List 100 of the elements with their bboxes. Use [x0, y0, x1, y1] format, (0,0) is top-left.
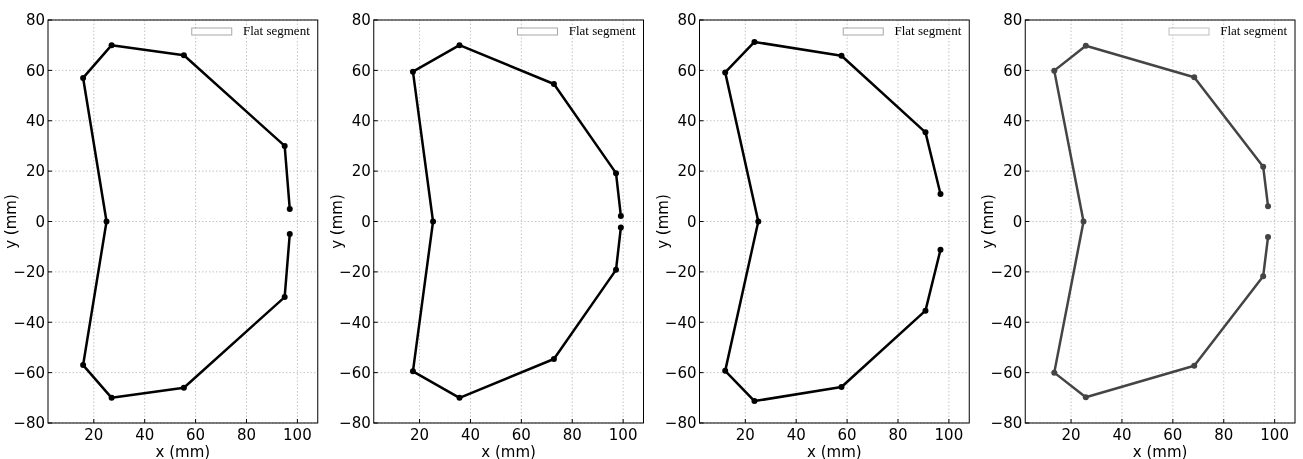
- point: [751, 398, 758, 405]
- x-tick-label: 100: [608, 426, 638, 444]
- point: [1265, 234, 1272, 241]
- x-axis-title: x (mm): [1132, 443, 1188, 459]
- point: [1051, 67, 1058, 74]
- point: [722, 367, 729, 374]
- x-tick-label: 40: [135, 426, 155, 444]
- y-tick-label: −80: [339, 414, 371, 433]
- point: [617, 212, 624, 219]
- x-tick-label: 40: [1112, 426, 1132, 444]
- y-tick-label: −60: [339, 363, 371, 382]
- x-tick-label: 60: [837, 426, 857, 444]
- y-tick-label: −40: [664, 313, 697, 332]
- x-tick-label: 80: [236, 426, 257, 444]
- point: [1082, 42, 1089, 49]
- y-tick-label: 40: [351, 112, 371, 130]
- y-tick-label: −40: [990, 313, 1023, 332]
- y-tick-label: 20: [25, 162, 45, 181]
- x-tick-label: 20: [410, 426, 430, 444]
- y-tick-label: 40: [677, 112, 697, 130]
- point: [922, 307, 929, 314]
- line-series: [1051, 42, 1272, 401]
- point: [1080, 218, 1087, 225]
- point: [103, 218, 110, 225]
- legend-label: Flat segment: [894, 23, 962, 38]
- y-axis-title: y (mm): [327, 194, 346, 249]
- y-tick-label: −60: [13, 363, 45, 382]
- y-tick-label: 80: [25, 11, 45, 30]
- point: [108, 42, 115, 49]
- y-tick-label: −20: [990, 263, 1023, 282]
- x-tick-label: 80: [562, 426, 582, 444]
- point: [922, 129, 929, 136]
- y-tick-label: −80: [990, 414, 1023, 433]
- x-tick-label: 100: [1260, 426, 1289, 444]
- point: [409, 68, 416, 75]
- point: [409, 368, 416, 375]
- x-axis-title: x (mm): [481, 443, 536, 459]
- x-tick-label: 40: [786, 426, 806, 444]
- point: [838, 52, 845, 59]
- y-axis-title: y (mm): [979, 194, 998, 249]
- x-tick-label: 60: [511, 426, 531, 444]
- y-tick-label: 0: [35, 212, 45, 231]
- x-tick-label: 80: [888, 426, 908, 444]
- point: [180, 52, 187, 59]
- x-axis-title: x (mm): [807, 443, 862, 459]
- point: [1191, 362, 1198, 369]
- x-tick-label: 40: [460, 426, 480, 444]
- x-tick-label: 100: [283, 426, 312, 444]
- x-tick-label: 20: [735, 426, 755, 444]
- point: [550, 356, 557, 363]
- y-axis-title: y (mm): [2, 194, 20, 249]
- point: [1260, 273, 1267, 280]
- y-tick-label: −40: [339, 313, 371, 332]
- y-tick-label: −20: [13, 263, 45, 282]
- x-axis-title: x (mm): [155, 443, 211, 459]
- point: [937, 191, 944, 198]
- y-tick-label: −40: [13, 313, 45, 332]
- y-tick-label: 40: [1003, 112, 1023, 130]
- point: [80, 74, 87, 81]
- point: [1265, 203, 1272, 210]
- y-tick-label: −60: [990, 363, 1023, 382]
- y-tick-label: 40: [25, 112, 45, 130]
- y-tick-label: 60: [1003, 61, 1023, 80]
- y-tick-label: −80: [664, 414, 697, 433]
- y-axis-title: y (mm): [653, 194, 672, 249]
- point: [617, 224, 624, 231]
- line-series: [722, 38, 944, 405]
- point: [180, 384, 187, 391]
- y-tick-label: 80: [1003, 11, 1023, 30]
- point: [613, 170, 620, 177]
- y-tick-label: 80: [351, 11, 371, 30]
- y-tick-label: 60: [351, 61, 371, 80]
- y-tick-label: −80: [13, 414, 45, 433]
- y-tick-label: 0: [361, 212, 371, 231]
- point: [1191, 74, 1198, 81]
- y-tick-label: −20: [339, 263, 371, 282]
- point: [613, 266, 620, 273]
- point: [456, 42, 463, 49]
- y-tick-label: 20: [1003, 162, 1023, 181]
- x-tick-label: 100: [934, 426, 964, 444]
- y-tick-label: 0: [1012, 212, 1023, 231]
- point: [1082, 394, 1089, 401]
- legend-label: Flat segment: [568, 23, 636, 38]
- point: [456, 394, 463, 401]
- x-tick-label: 80: [1214, 426, 1234, 444]
- point: [722, 69, 729, 76]
- x-tick-label: 20: [84, 426, 104, 444]
- x-tick-label: 60: [186, 426, 206, 444]
- legend-label: Flat segment: [1220, 23, 1288, 38]
- point: [1051, 369, 1058, 376]
- y-tick-label: 0: [686, 212, 697, 231]
- point: [430, 218, 437, 225]
- point: [550, 80, 557, 87]
- y-tick-label: 60: [677, 61, 697, 80]
- x-tick-label: 60: [1163, 426, 1183, 444]
- y-tick-label: 60: [25, 61, 45, 80]
- legend-label: Flat segment: [242, 23, 311, 38]
- point: [1260, 163, 1267, 170]
- y-tick-label: 20: [677, 162, 697, 181]
- y-tick-label: 80: [677, 11, 697, 30]
